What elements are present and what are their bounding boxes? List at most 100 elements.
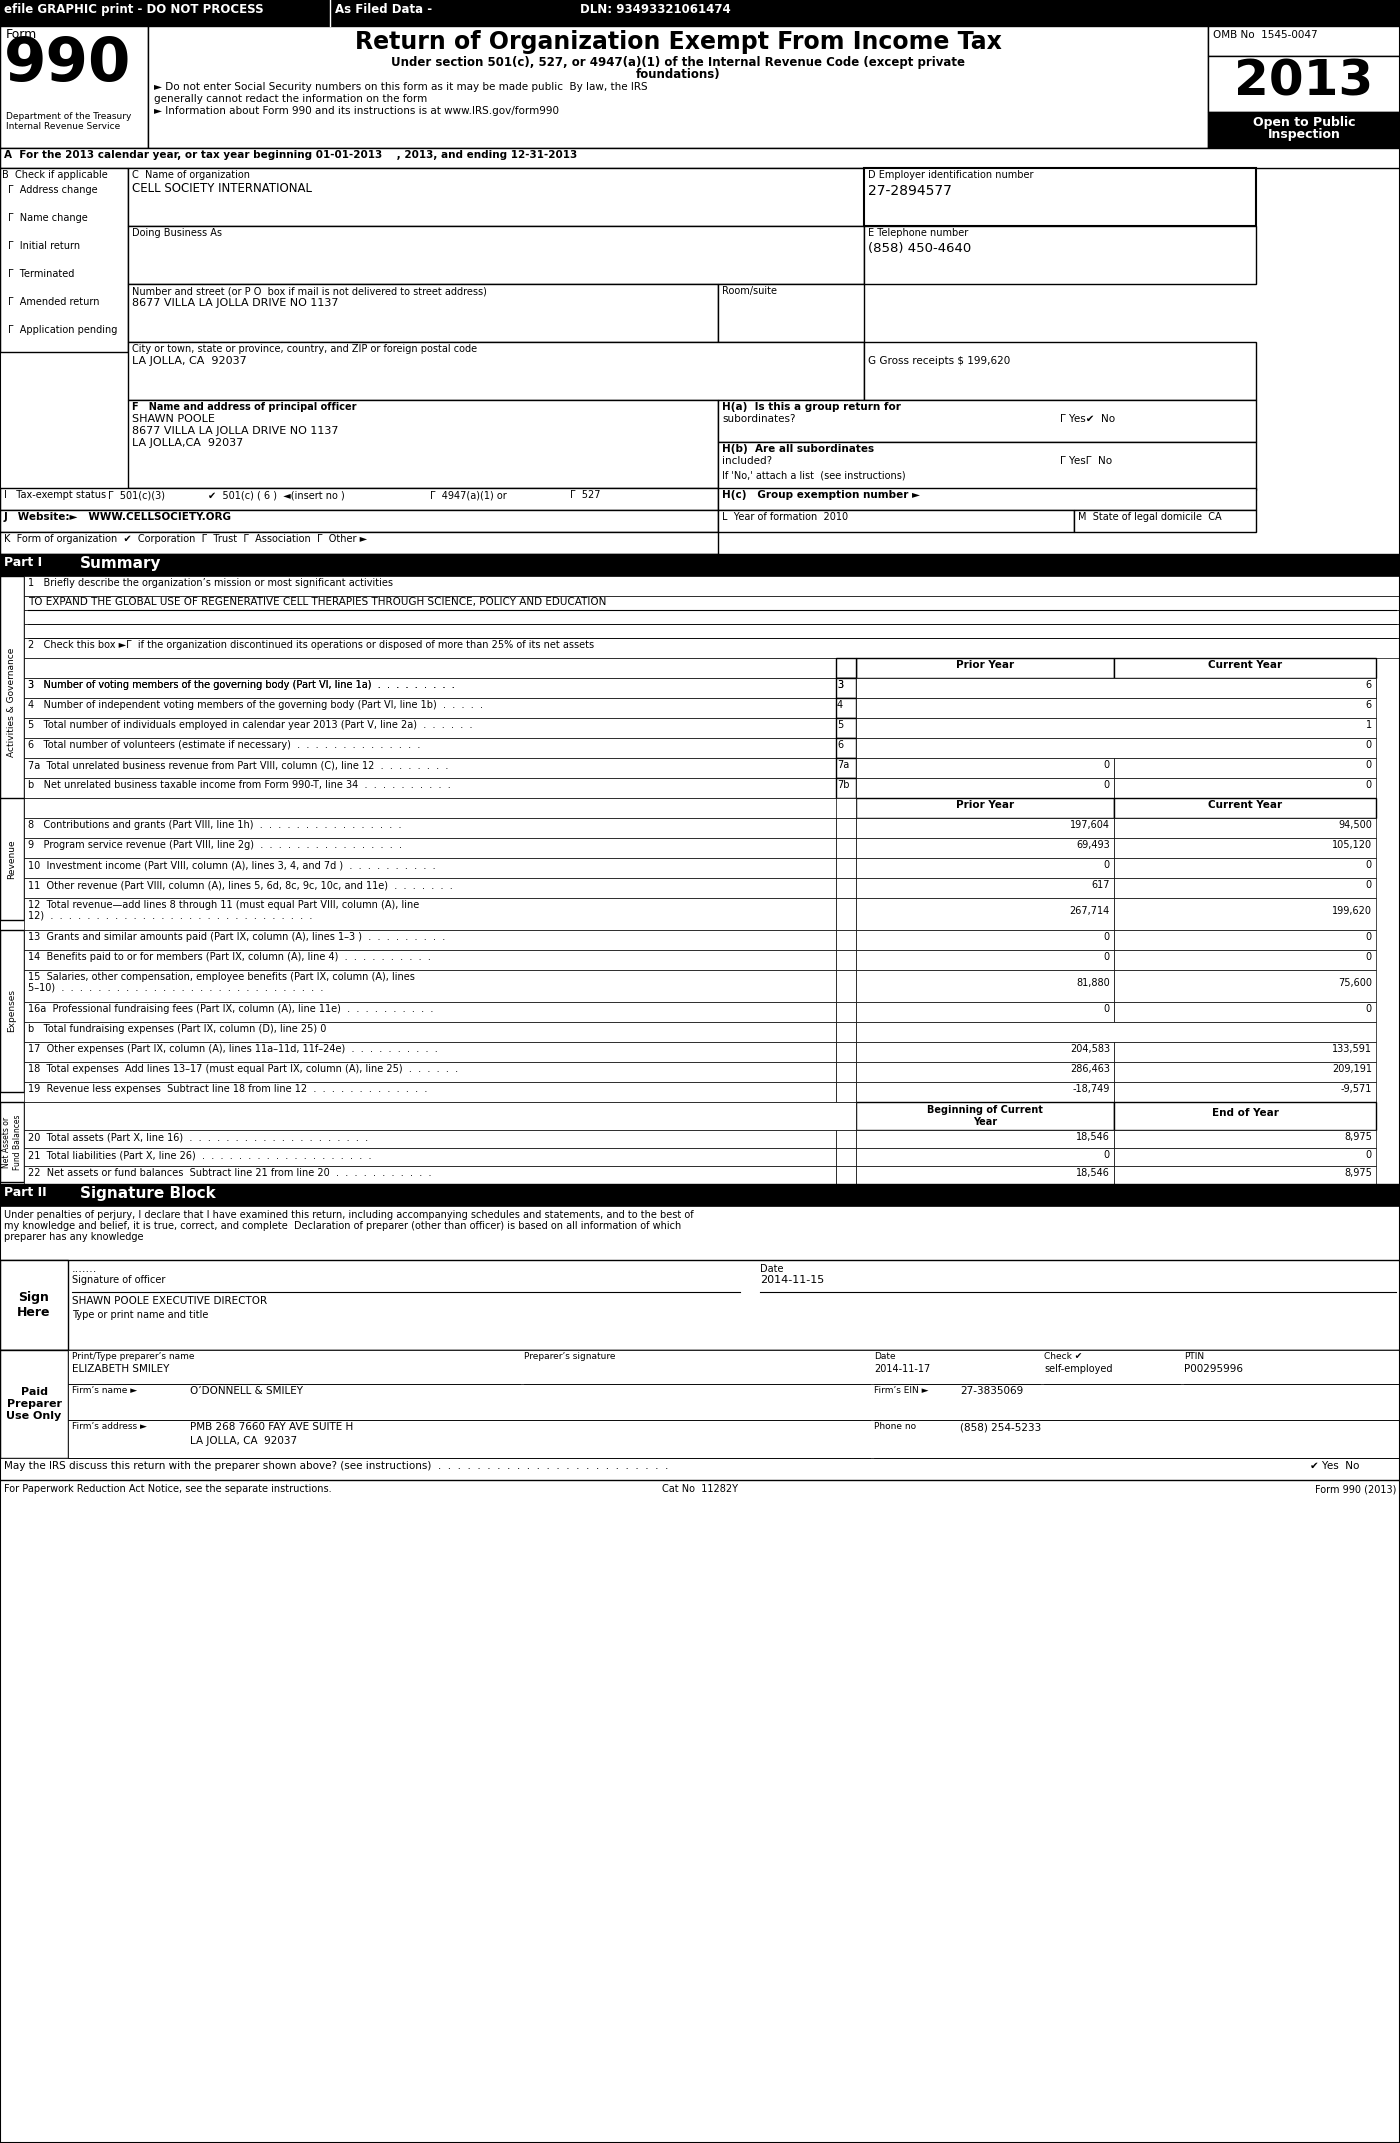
- Bar: [0, 555, 1400, 576]
- Text: 2013: 2013: [1235, 58, 1373, 105]
- Text: Doing Business As: Doing Business As: [132, 227, 223, 238]
- Bar: [0, 1350, 1400, 1457]
- Text: Type or print name and title: Type or print name and title: [71, 1309, 209, 1320]
- Text: H(c)   Group exemption number ►: H(c) Group exemption number ►: [722, 491, 920, 499]
- Text: 990: 990: [4, 34, 132, 94]
- Text: 0: 0: [1366, 932, 1372, 943]
- Text: 6: 6: [1366, 679, 1372, 690]
- Text: M  State of legal domicile  CA: M State of legal domicile CA: [1078, 512, 1222, 523]
- Text: Paid
Preparer
Use Only: Paid Preparer Use Only: [7, 1387, 62, 1421]
- Text: 19  Revenue less expenses  Subtract line 18 from line 12  .  .  .  .  .  .  .  .: 19 Revenue less expenses Subtract line 1…: [28, 1084, 427, 1093]
- Bar: [24, 930, 836, 949]
- Text: 0: 0: [1103, 859, 1110, 870]
- Bar: [836, 677, 855, 699]
- Bar: [0, 489, 718, 510]
- Text: Under penalties of perjury, I declare that I have examined this return, includin: Under penalties of perjury, I declare th…: [4, 1211, 693, 1219]
- Bar: [855, 1003, 1114, 1022]
- Text: Part I: Part I: [4, 555, 42, 570]
- Text: If 'No,' attach a list  (see instructions): If 'No,' attach a list (see instructions…: [722, 469, 906, 480]
- Bar: [24, 1129, 836, 1149]
- Text: Γ  501(c)(3): Γ 501(c)(3): [108, 491, 165, 499]
- Text: 18  Total expenses  Add lines 13–17 (must equal Part IX, column (A), line 25)  .: 18 Total expenses Add lines 13–17 (must …: [28, 1065, 458, 1074]
- Text: I   Tax-exempt status: I Tax-exempt status: [4, 491, 106, 499]
- Text: 13  Grants and similar amounts paid (Part IX, column (A), lines 1–3 )  .  .  .  : 13 Grants and similar amounts paid (Part…: [28, 932, 445, 943]
- Text: May the IRS discuss this return with the preparer shown above? (see instructions: May the IRS discuss this return with the…: [4, 1462, 668, 1470]
- Bar: [855, 819, 1114, 838]
- Text: For Paperwork Reduction Act Notice, see the separate instructions.: For Paperwork Reduction Act Notice, see …: [4, 1483, 332, 1494]
- Bar: [855, 838, 1114, 857]
- Text: Summary: Summary: [80, 555, 161, 570]
- Text: 8677 VILLA LA JOLLA DRIVE NO 1137: 8677 VILLA LA JOLLA DRIVE NO 1137: [132, 298, 339, 309]
- Bar: [855, 658, 1114, 677]
- Text: Open to Public: Open to Public: [1253, 116, 1355, 129]
- Text: 12)  .  .  .  .  .  .  .  .  .  .  .  .  .  .  .  .  .  .  .  .  .  .  .  .  .  : 12) . . . . . . . . . . . . . . . . . . …: [28, 911, 312, 921]
- Bar: [24, 611, 1400, 624]
- Bar: [1074, 510, 1256, 531]
- Bar: [1114, 1102, 1376, 1129]
- Bar: [24, 699, 836, 718]
- Text: -18,749: -18,749: [1072, 1084, 1110, 1093]
- Text: Γ  4947(a)(1) or: Γ 4947(a)(1) or: [430, 491, 507, 499]
- Bar: [1114, 797, 1376, 819]
- Bar: [0, 797, 24, 919]
- Text: 5   Total number of individuals employed in calendar year 2013 (Part V, line 2a): 5 Total number of individuals employed i…: [28, 720, 473, 731]
- Text: E Telephone number: E Telephone number: [868, 227, 969, 238]
- Text: Prior Year: Prior Year: [956, 660, 1014, 671]
- Text: my knowledge and belief, it is true, correct, and complete  Declaration of prepa: my knowledge and belief, it is true, cor…: [4, 1222, 682, 1230]
- Text: SHAWN POOLE EXECUTIVE DIRECTOR: SHAWN POOLE EXECUTIVE DIRECTOR: [71, 1297, 267, 1305]
- Bar: [836, 1082, 855, 1102]
- Text: 10  Investment income (Part VIII, column (A), lines 3, 4, and 7d )  .  .  .  .  : 10 Investment income (Part VIII, column …: [28, 859, 435, 870]
- Text: SHAWN POOLE: SHAWN POOLE: [132, 414, 214, 424]
- Bar: [24, 971, 836, 1003]
- Text: Γ  Address change: Γ Address change: [8, 184, 98, 195]
- Text: 2014-11-15: 2014-11-15: [760, 1275, 825, 1286]
- Text: DLN: 93493321061474: DLN: 93493321061474: [580, 2, 731, 15]
- Bar: [836, 737, 855, 759]
- Bar: [836, 658, 855, 677]
- Bar: [836, 971, 855, 1003]
- Text: 17  Other expenses (Part IX, column (A), lines 11a–11d, 11f–24e)  .  .  .  .  . : 17 Other expenses (Part IX, column (A), …: [28, 1044, 438, 1054]
- Text: 3: 3: [837, 679, 843, 690]
- Bar: [855, 1149, 1114, 1166]
- Text: TO EXPAND THE GLOBAL USE OF REGENERATIVE CELL THERAPIES THROUGH SCIENCE, POLICY : TO EXPAND THE GLOBAL USE OF REGENERATIVE…: [28, 598, 606, 606]
- Text: Firm’s address ►: Firm’s address ►: [71, 1423, 147, 1432]
- Bar: [1114, 1082, 1376, 1102]
- Text: Current Year: Current Year: [1208, 799, 1282, 810]
- Bar: [0, 510, 718, 531]
- Text: 204,583: 204,583: [1070, 1044, 1110, 1054]
- Bar: [1114, 857, 1376, 879]
- Text: 14  Benefits paid to or for members (Part IX, column (A), line 4)  .  .  .  .  .: 14 Benefits paid to or for members (Part…: [28, 951, 431, 962]
- Text: 81,880: 81,880: [1077, 977, 1110, 988]
- Bar: [24, 778, 836, 797]
- Bar: [855, 1022, 1376, 1041]
- Text: Department of the Treasury: Department of the Treasury: [6, 111, 132, 120]
- Bar: [1114, 930, 1376, 949]
- Text: 0: 0: [1103, 1151, 1110, 1159]
- Bar: [718, 489, 1256, 510]
- Text: J   Website:►   WWW.CELLSOCIETY.ORG: J Website:► WWW.CELLSOCIETY.ORG: [4, 512, 232, 523]
- Bar: [1208, 56, 1400, 111]
- Bar: [836, 759, 855, 778]
- Bar: [24, 838, 836, 857]
- Bar: [855, 879, 1114, 898]
- Bar: [24, 898, 836, 930]
- Text: foundations): foundations): [636, 69, 721, 81]
- Bar: [24, 857, 836, 879]
- Bar: [127, 225, 864, 285]
- Bar: [836, 1022, 855, 1041]
- Bar: [836, 1149, 855, 1166]
- Text: 0: 0: [1103, 761, 1110, 769]
- Bar: [855, 699, 1376, 718]
- Text: Γ  Terminated: Γ Terminated: [8, 270, 74, 279]
- Bar: [24, 1003, 836, 1022]
- Text: ELIZABETH SMILEY: ELIZABETH SMILEY: [71, 1363, 169, 1374]
- Text: 69,493: 69,493: [1077, 840, 1110, 851]
- Bar: [855, 898, 1114, 930]
- Text: Beginning of Current
Year: Beginning of Current Year: [927, 1106, 1043, 1127]
- Text: Preparer’s signature: Preparer’s signature: [524, 1352, 616, 1361]
- Bar: [0, 1350, 69, 1457]
- Text: 133,591: 133,591: [1331, 1044, 1372, 1054]
- Text: 8,975: 8,975: [1344, 1168, 1372, 1179]
- Bar: [1114, 1129, 1376, 1149]
- Bar: [24, 576, 1400, 596]
